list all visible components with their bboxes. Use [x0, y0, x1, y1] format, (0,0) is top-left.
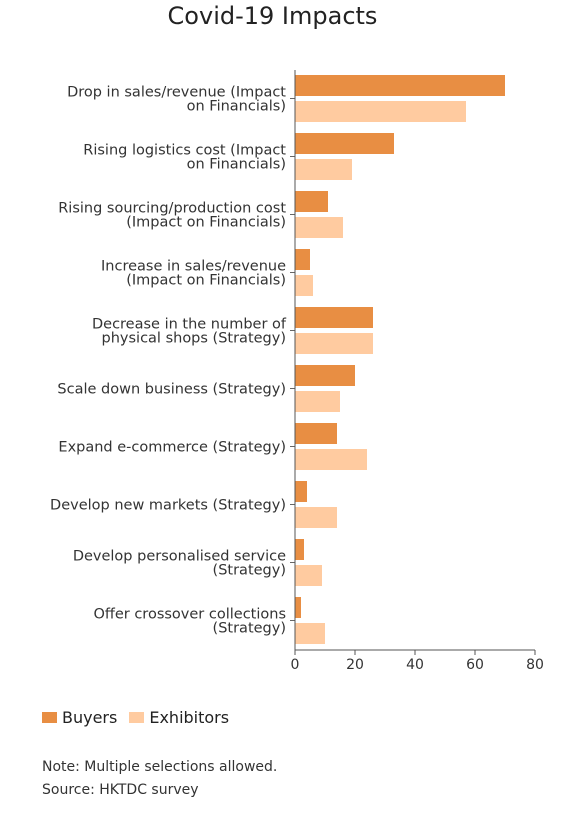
legend-label-buyers: Buyers	[62, 708, 118, 727]
bar-exhibitors-9	[295, 623, 325, 644]
category-label-3: Increase in sales/revenue (Impact on Fina…	[101, 259, 286, 289]
legend-swatch-buyers	[42, 712, 57, 723]
bar-exhibitors-4	[295, 333, 373, 354]
bar-exhibitors-5	[295, 391, 340, 412]
category-label-4: Decrease in the number of physical shops …	[92, 317, 287, 347]
bar-buyers-8	[295, 539, 304, 560]
chart-notes: Note: Multiple selections allowed. Sourc…	[42, 756, 277, 802]
bar-exhibitors-7	[295, 507, 337, 528]
bar-buyers-3	[295, 249, 310, 270]
bar-buyers-0	[295, 75, 505, 96]
bar-buyers-1	[295, 133, 394, 154]
category-label-5: Scale down business (Strategy)	[57, 382, 286, 398]
bar-buyers-6	[295, 423, 337, 444]
bar-exhibitors-2	[295, 217, 343, 238]
bar-chart: Drop in sales/revenue (Impact on Financia…	[50, 70, 544, 673]
legend-label-exhibitors: Exhibitors	[149, 708, 230, 727]
legend-item-exhibitors[interactable]: Exhibitors	[129, 708, 229, 727]
bar-exhibitors-0	[295, 101, 466, 122]
bar-exhibitors-6	[295, 449, 367, 470]
note-text: Note: Multiple selections allowed.	[42, 759, 278, 775]
bar-exhibitors-1	[295, 159, 352, 180]
x-tick-label-1: 20	[346, 657, 364, 673]
category-label-7: Develop new markets (Strategy)	[50, 498, 286, 514]
category-label-2: Rising sourcing/production cost (Impact o…	[58, 201, 286, 231]
bar-exhibitors-3	[295, 275, 313, 296]
chart-legend: Buyers Exhibitors	[42, 708, 241, 727]
bar-exhibitors-8	[295, 565, 322, 586]
chart-title: Covid-19 Impacts	[167, 2, 378, 30]
category-label-0: Drop in sales/revenue (Impact on Financia…	[67, 85, 286, 115]
bar-buyers-2	[295, 191, 328, 212]
category-label-6: Expand e-commerce (Strategy)	[58, 440, 286, 456]
bar-buyers-5	[295, 365, 355, 386]
source-text: Source: HKTDC survey	[42, 782, 199, 798]
x-tick-label-4: 80	[526, 657, 544, 673]
legend-swatch-exhibitors	[129, 712, 145, 723]
legend-item-buyers[interactable]: Buyers	[42, 708, 117, 727]
category-label-1: Rising logistics cost (Impact on Financia…	[83, 143, 286, 173]
bar-buyers-7	[295, 481, 307, 502]
x-tick-label-3: 60	[466, 657, 484, 673]
bar-buyers-9	[295, 597, 301, 618]
category-label-9: Offer crossover collections (Strategy)	[93, 607, 286, 637]
x-tick-label-2: 40	[406, 657, 424, 673]
bar-buyers-4	[295, 307, 373, 328]
category-label-8: Develop personalised service (Strategy)	[73, 549, 286, 579]
x-tick-label-0: 0	[291, 657, 300, 673]
